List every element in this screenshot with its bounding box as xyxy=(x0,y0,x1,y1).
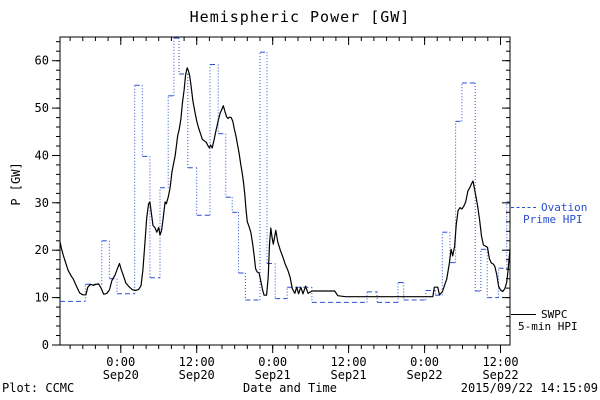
chart-title: Hemispheric Power [GW] xyxy=(189,8,411,26)
x-tick-date: Sep21 xyxy=(255,368,291,382)
legend-swpc-label1: SWPC xyxy=(541,308,568,321)
legend-ovation-row1: Ovation xyxy=(511,202,587,214)
x-tick-date: Sep21 xyxy=(331,368,367,382)
y-tick-label: 30 xyxy=(35,196,49,210)
legend-swpc-row1: SWPC xyxy=(511,309,578,321)
x-tick-date: Sep22 xyxy=(406,368,442,382)
y-tick-label: 60 xyxy=(35,54,49,68)
x-tick-time: 0:00 xyxy=(258,355,287,369)
x-tick-time: 0:00 xyxy=(410,355,439,369)
plot-credit: Plot: CCMC xyxy=(2,381,75,395)
y-tick-label: 10 xyxy=(35,291,49,305)
y-tick-label: 0 xyxy=(42,338,49,352)
swpc-line-sample xyxy=(511,314,536,315)
y-tick-label: 40 xyxy=(35,149,49,163)
legend-swpc-label2: 5-min HPI xyxy=(518,320,578,333)
x-tick-date: Sep20 xyxy=(103,368,139,382)
x-axis-label: Date and Time xyxy=(243,381,337,395)
plot-timestamp: 2015/09/22 14:15:09 xyxy=(460,381,598,395)
y-tick-label: 50 xyxy=(35,101,49,115)
x-tick-time: 12:00 xyxy=(331,355,367,369)
legend-swpc: SWPC 5-min HPI xyxy=(511,309,578,333)
ovation-line-sample xyxy=(511,207,536,208)
y-tick-label: 20 xyxy=(35,243,49,257)
legend-ovation: Ovation Prime HPI xyxy=(511,202,587,226)
legend-ovation-label2: Prime HPI xyxy=(523,213,583,226)
x-tick-date: Sep22 xyxy=(482,368,518,382)
x-tick-time: 12:00 xyxy=(482,355,518,369)
x-tick-time: 0:00 xyxy=(106,355,135,369)
x-tick-time: 12:00 xyxy=(179,355,215,369)
x-tick-date: Sep20 xyxy=(179,368,215,382)
legend-ovation-label1: Ovation xyxy=(541,201,588,214)
swpc-series-line xyxy=(59,67,511,298)
